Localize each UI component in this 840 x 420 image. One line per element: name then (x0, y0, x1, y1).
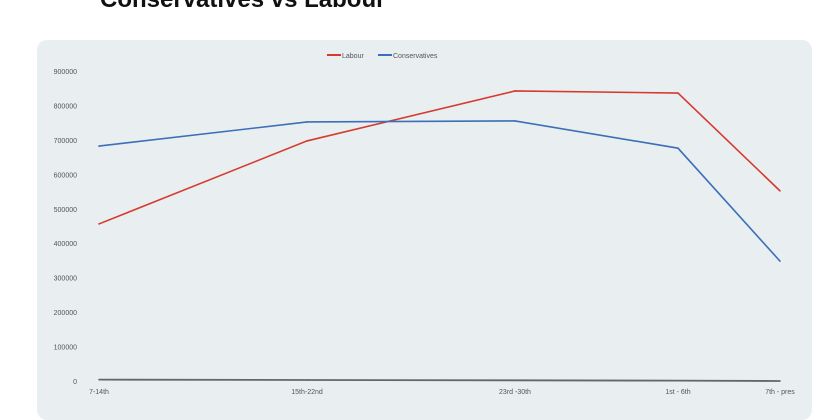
x-tick-label: 7-14th (89, 389, 109, 396)
chart-title: Conservatives vs Labour (100, 0, 385, 14)
data-point (514, 120, 516, 122)
legend-label: Labour (342, 53, 364, 60)
y-tick-label: 300000 (54, 276, 77, 283)
y-tick-label: 0 (73, 379, 77, 386)
data-point (306, 379, 308, 381)
series-line-conservatives (98, 120, 781, 262)
legend-label: Conservatives (393, 53, 438, 60)
y-tick-label: 100000 (54, 345, 77, 352)
y-tick-label: 800000 (54, 103, 77, 110)
data-point (514, 379, 516, 382)
data-point (779, 380, 781, 382)
data-point (779, 190, 781, 192)
series-line-labour (98, 90, 781, 225)
y-tick-label: 700000 (54, 138, 77, 145)
x-tick-label: 23rd -30th (499, 389, 531, 396)
y-tick-label: 500000 (54, 207, 77, 214)
data-point (677, 379, 679, 382)
data-point (677, 92, 679, 94)
data-point (306, 140, 308, 142)
y-tick-label: 400000 (54, 241, 77, 248)
data-point (98, 378, 100, 381)
data-point (677, 147, 679, 149)
data-point (306, 121, 308, 123)
data-point (514, 90, 516, 92)
y-tick-label: 600000 (54, 172, 77, 179)
x-tick-label: 1st - 6th (665, 389, 690, 396)
data-point (98, 145, 100, 147)
y-tick-label: 200000 (54, 310, 77, 317)
data-point (779, 260, 781, 262)
data-point (98, 223, 100, 225)
y-tick-label: 900000 (54, 69, 77, 76)
line-chart: 0 100000 200000 300000 400000 500000 600000 700… (54, 53, 796, 396)
x-tick-label: 15th-22nd (291, 389, 323, 396)
x-tick-label: 7th - pres (765, 389, 795, 396)
chart-card (37, 40, 812, 420)
